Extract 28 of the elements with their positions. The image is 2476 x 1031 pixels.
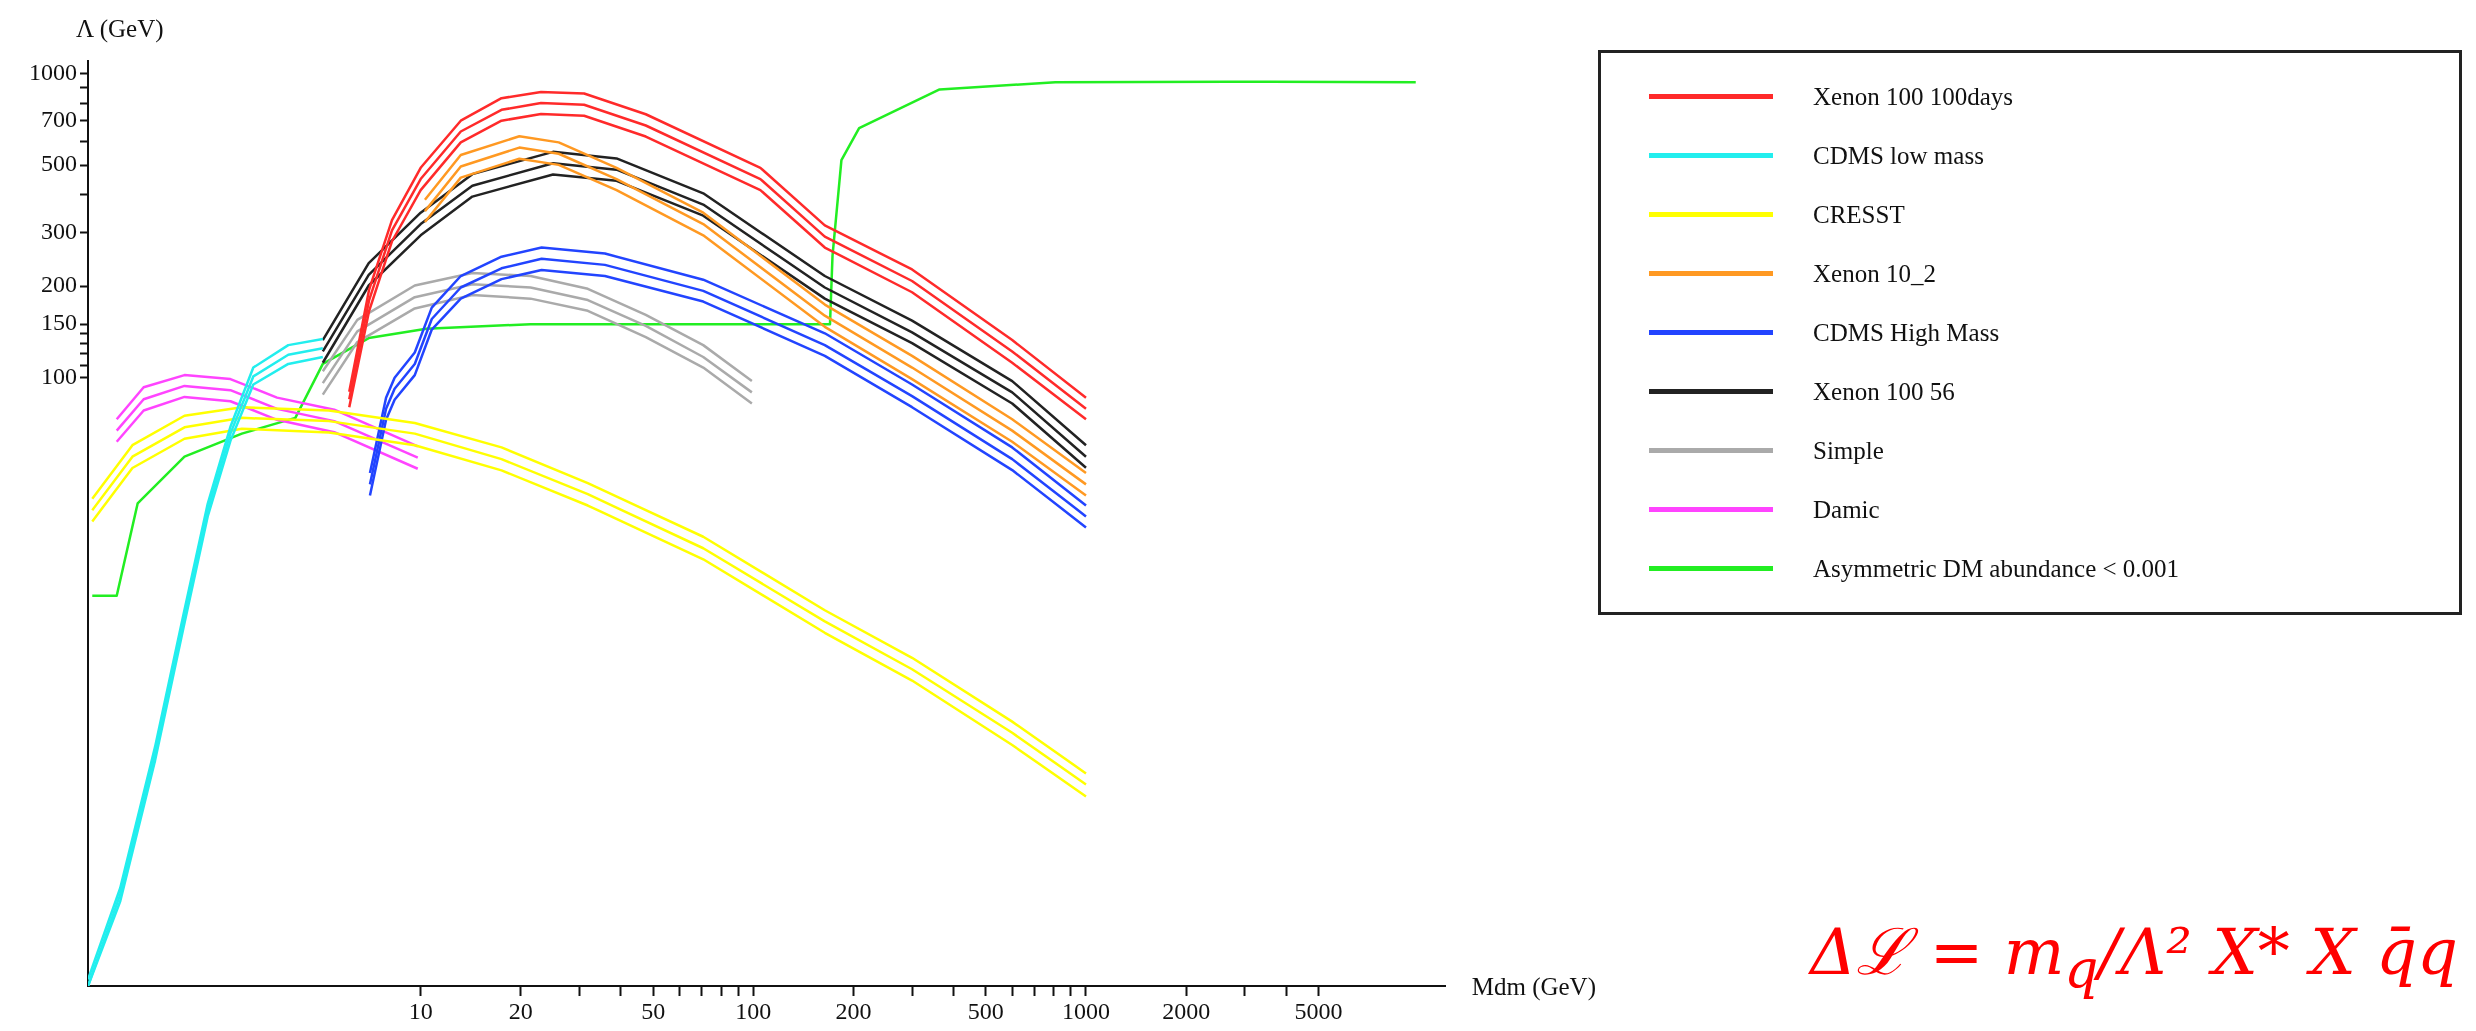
y-tick-label: 150	[41, 309, 77, 336]
x-tick-label: 5000	[1294, 997, 1343, 1024]
x-tick-label: 10	[408, 997, 433, 1024]
legend-label: Xenon 100 100days	[1813, 82, 2013, 111]
legend-label: Xenon 100 56	[1813, 377, 1955, 406]
legend-label: CRESST	[1813, 200, 1905, 229]
y-tick-label: 200	[41, 271, 77, 298]
legend-label: CDMS low mass	[1813, 141, 1984, 170]
legend-label: Simple	[1813, 436, 1884, 465]
x-tick-label: 1000	[1061, 997, 1110, 1024]
x-tick-label: 100	[735, 997, 772, 1024]
x-tick-label: 200	[835, 997, 872, 1024]
legend-label: CDMS High Mass	[1813, 318, 2000, 347]
text: Δℒ = m$_{q}$/Λ² X* X q̄q	[1810, 914, 2458, 1001]
x-axis-title: Mdm (GeV)	[1471, 972, 1596, 1001]
legend-label: Asymmetric DM abundance < 0.001	[1813, 554, 2180, 583]
y-tick-label: 700	[41, 106, 77, 132]
legend-label: Xenon 10_2	[1813, 259, 1936, 288]
x-tick-label: 20	[508, 997, 533, 1024]
y-tick-label: 100	[41, 363, 77, 390]
y-tick-label: 500	[41, 150, 77, 177]
x-tick-label: 500	[967, 997, 1004, 1024]
y-tick-label: 300	[41, 217, 77, 244]
y-tick-label: 1000	[29, 58, 77, 85]
x-tick-label: 50	[641, 997, 666, 1024]
legend-label: Damic	[1813, 495, 1880, 524]
y-axis-title: Λ (GeV)	[76, 15, 164, 44]
x-tick-label: 2000	[1162, 997, 1211, 1024]
